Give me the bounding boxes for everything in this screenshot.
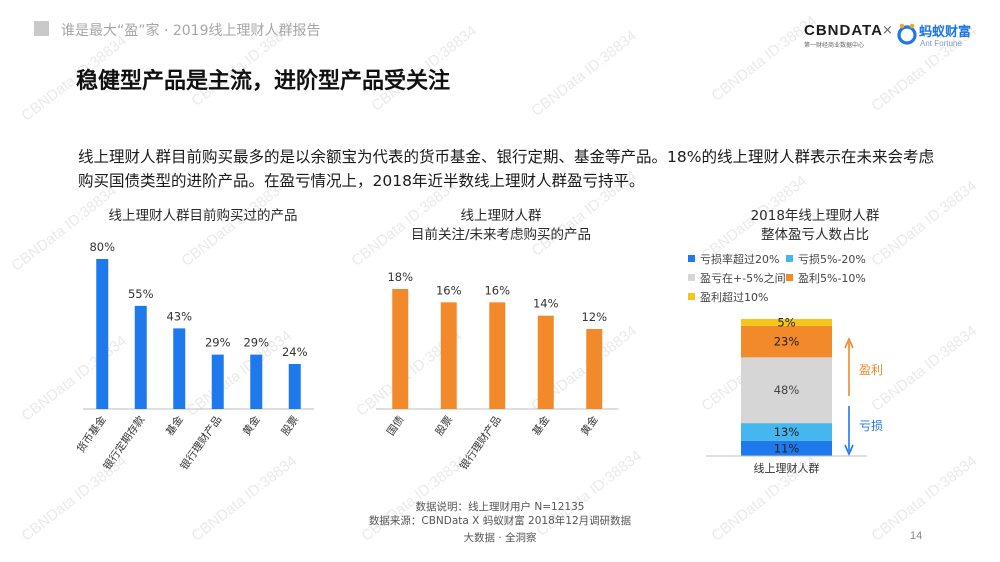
data-label: 55%	[128, 287, 154, 301]
chart3-stacked-bar-chart: 亏损率超过20% 亏损5%-20% 盈亏在+-5%之间 盈利5%-10% 盈利超过10%…	[688, 252, 883, 475]
category-label: 基金	[530, 413, 553, 438]
bar	[211, 354, 224, 409]
bar	[537, 315, 554, 409]
bar	[392, 289, 409, 409]
bar	[440, 302, 457, 409]
ant-fortune-logo: 蚂蚁财富	[919, 25, 972, 40]
category-label: 股票	[279, 414, 301, 438]
data-label: 24%	[282, 345, 308, 359]
loss-arrow-icon	[844, 406, 854, 456]
footnote-sample: 数据说明：线上理财用户 N=12135	[415, 501, 585, 513]
bar	[96, 259, 109, 409]
chart2-title: 线上理财人群 目前关注/未来考虑购买的产品	[370, 207, 632, 245]
description-text: 线上理财人群目前购买最多的是以余额宝为代表的货币基金、银行定期、基金等产品。18…	[78, 148, 934, 190]
footer-slogan: 大数据 · 全洞察	[463, 532, 537, 544]
loss-label: 亏损	[859, 419, 883, 433]
legend-label: 亏损5%-20%	[798, 252, 866, 266]
logo-separator: ×	[882, 23, 893, 38]
chart2-title-line2: 目前关注/未来考虑购买的产品	[410, 227, 592, 243]
footnote-source: 数据来源：CBNData X 蚂蚁财富 2018年12月调研数据	[368, 515, 632, 527]
profit-arrow-icon	[844, 337, 854, 396]
legend-label: 亏损率超过20%	[700, 252, 779, 266]
stack-segment	[741, 357, 832, 424]
chart2-bar-chart: 18% 国债 16% 股票 16% 银行理财产品 14% 基金 12% 黄金	[376, 270, 619, 472]
bar	[586, 329, 603, 409]
legend-swatch	[786, 274, 793, 281]
data-label: 29%	[243, 336, 269, 350]
logo-area: CBNDATA 第一财经商业数据中心 × 蚂蚁财富 Ant Fortune	[800, 20, 975, 50]
bar	[288, 364, 301, 409]
stack-segment	[741, 319, 832, 326]
chart1-title: 线上理财人群目前购买过的产品	[108, 208, 298, 224]
category-label: 基金	[163, 413, 186, 438]
legend-swatch	[688, 255, 695, 262]
header-marker	[34, 21, 49, 36]
bar	[173, 328, 186, 409]
cbndata-logo-subtitle: 第一财经商业数据中心	[804, 42, 865, 49]
page-title: 稳健型产品是主流，进阶型产品受关注	[76, 69, 451, 94]
page-number: 14	[910, 530, 923, 542]
segment-label: 48%	[774, 383, 800, 397]
data-label: 18%	[387, 270, 413, 284]
stack-segment	[741, 440, 832, 456]
arrow-head	[844, 337, 854, 349]
profit-label: 盈利	[859, 363, 883, 377]
legend-swatch	[786, 255, 793, 262]
category-label: 黄金	[578, 413, 601, 438]
category-label: 线上理财人群	[754, 461, 820, 475]
chart2-title-line1: 线上理财人群	[460, 208, 542, 224]
category-label: 银行理财产品	[457, 413, 504, 472]
ant-fortune-logo-subtitle: Ant Fortune	[920, 39, 962, 48]
arrow-head	[844, 444, 854, 456]
legend-swatch	[688, 274, 695, 281]
chart3-title-line2: 整体盈亏人数占比	[761, 227, 869, 243]
category-label: 股票	[433, 414, 455, 438]
ant-fortune-logo-icon	[897, 23, 917, 45]
segment-label: 23%	[774, 335, 800, 349]
data-label: 16%	[436, 283, 462, 297]
category-label: 货币基金	[74, 413, 109, 455]
chart3-title-line1: 2018年线上理财人群	[750, 208, 880, 224]
data-label: 16%	[484, 283, 510, 297]
watermark-text: CBNData ID:38834	[528, 27, 641, 120]
legend-swatch	[688, 293, 695, 300]
legend-label: 盈利超过10%	[700, 290, 768, 304]
data-label: 12%	[581, 310, 607, 324]
cbndata-logo: CBNDATA	[804, 22, 883, 39]
segment-label: 11%	[774, 441, 800, 455]
data-label: 14%	[533, 297, 559, 311]
stack-segment	[741, 325, 832, 358]
category-label: 国债	[384, 413, 407, 438]
segment-label: 13%	[774, 425, 800, 439]
data-label: 43%	[166, 309, 192, 323]
bar	[250, 354, 263, 409]
legend-label: 盈利5%-10%	[798, 272, 866, 285]
stack-segment	[741, 423, 832, 441]
category-label: 黄金	[240, 413, 263, 438]
data-label: 80%	[89, 240, 115, 254]
header-title: 谁是最大“盈”家 · 2019线上理财人群报告	[61, 23, 321, 39]
legend-label: 盈亏在+-5%之间	[700, 271, 786, 285]
segment-label: 5%	[777, 315, 795, 329]
bar	[134, 305, 147, 409]
data-label: 29%	[205, 336, 231, 350]
chart3-title: 2018年线上理财人群 整体盈亏人数占比	[690, 207, 940, 245]
bar	[489, 302, 506, 409]
